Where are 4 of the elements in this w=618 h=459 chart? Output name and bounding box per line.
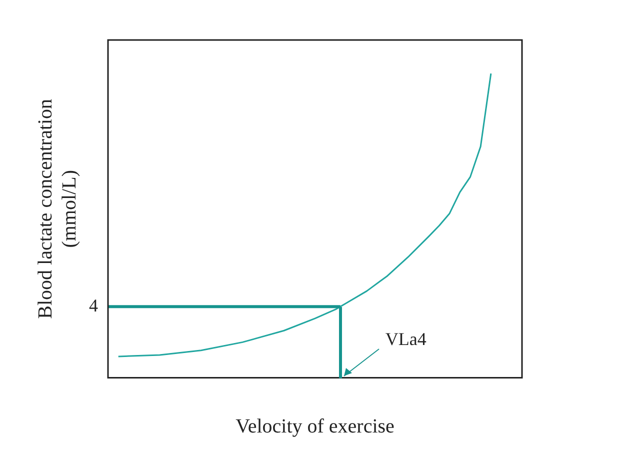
text: 4	[89, 295, 98, 316]
x-axis-title: Velocity of exercise	[236, 415, 395, 438]
annotation: VLa4	[385, 328, 426, 349]
y-axis-title: Blood lactate concentration (mmol/L)	[34, 98, 80, 319]
